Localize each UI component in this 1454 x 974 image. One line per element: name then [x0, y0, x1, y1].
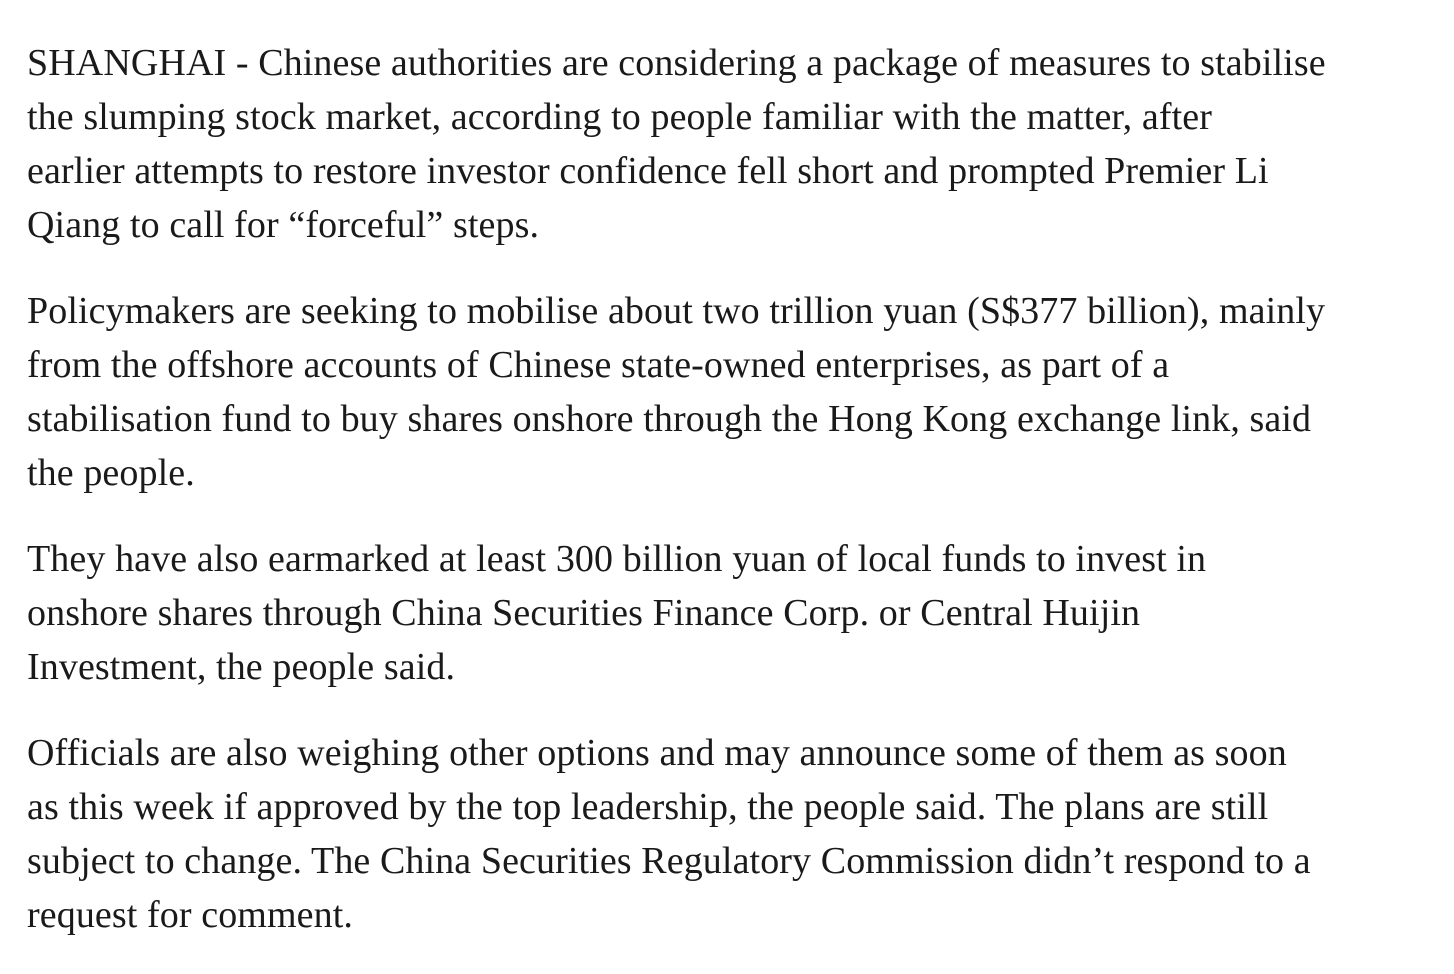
text-line: subject to change. The China Securities …: [27, 840, 1311, 882]
text-line: the slumping stock market, according to …: [27, 96, 1212, 138]
paragraph-2: Policymakers are seeking to mobilise abo…: [27, 284, 1437, 500]
paragraph-1: SHANGHAI - Chinese authorities are consi…: [27, 36, 1437, 252]
text-line: stabilisation fund to buy shares onshore…: [27, 398, 1312, 440]
text-line: Officials are also weighing other option…: [27, 732, 1287, 774]
text-line: from the offshore accounts of Chinese st…: [27, 344, 1170, 386]
article-body: SHANGHAI - Chinese authorities are consi…: [27, 36, 1437, 974]
text-line: Policymakers are seeking to mobilise abo…: [27, 290, 1326, 332]
text-line: as this week if approved by the top lead…: [27, 786, 1269, 828]
paragraph-3: They have also earmarked at least 300 bi…: [27, 532, 1437, 694]
text-line: the people.: [27, 452, 195, 494]
text-line: request for comment.: [27, 894, 353, 936]
text-line: earlier attempts to restore investor con…: [27, 150, 1269, 192]
text-line: Qiang to call for “forceful” steps.: [27, 204, 540, 246]
paragraph-4: Officials are also weighing other option…: [27, 726, 1437, 942]
text-line: They have also earmarked at least 300 bi…: [27, 538, 1207, 580]
text-line: onshore shares through China Securities …: [27, 592, 1141, 634]
text-line: Investment, the people said.: [27, 646, 456, 688]
text-line: SHANGHAI - Chinese authorities are consi…: [27, 42, 1326, 84]
